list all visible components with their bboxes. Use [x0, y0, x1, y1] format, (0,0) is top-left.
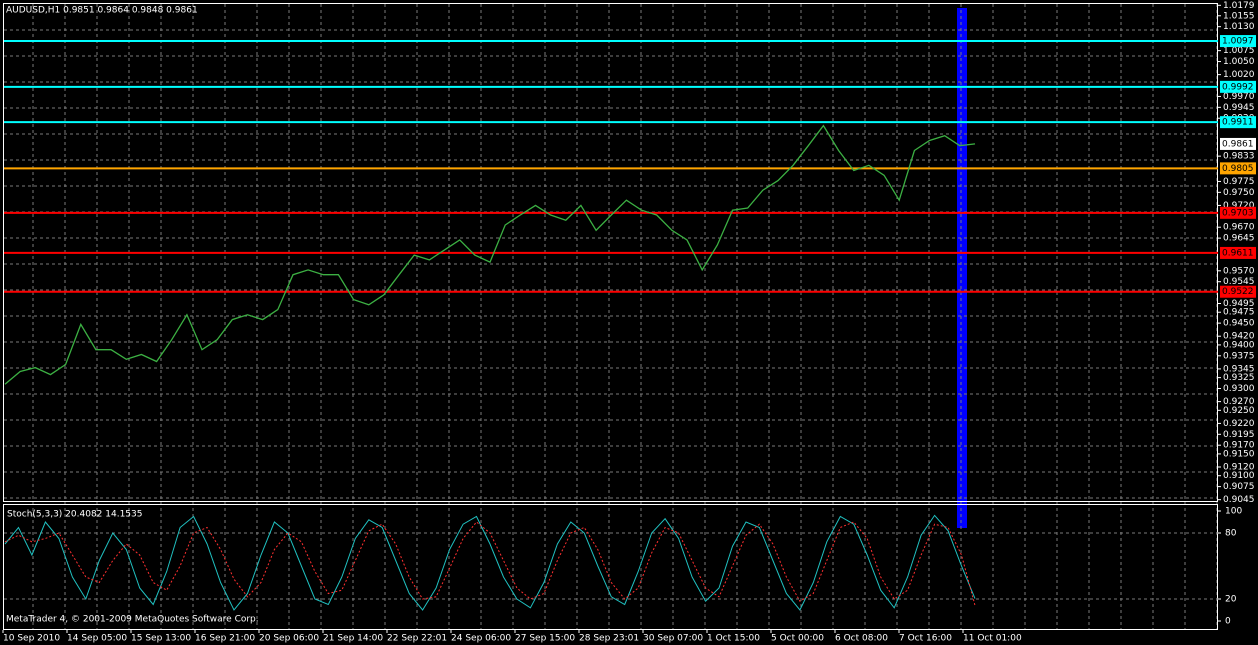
level-label: 0.9522	[1222, 287, 1254, 297]
y-tick-label: 0.9420	[1223, 332, 1255, 342]
level-label-bg	[1220, 246, 1256, 259]
stoch-tick-label: 80	[1225, 529, 1237, 539]
x-tick-label: 11 Oct 01:00	[963, 634, 1022, 644]
y-tick-label: 0.9833	[1223, 152, 1255, 162]
x-tick-label: 6 Oct 08:00	[835, 634, 888, 644]
stoch-tick-label: 100	[1225, 507, 1242, 517]
y-tick-label: 0.9150	[1223, 449, 1255, 459]
y-tick-label: 0.9450	[1223, 319, 1255, 329]
y-tick-label: 0.9300	[1223, 384, 1255, 394]
y-tick-label: 0.9945	[1223, 103, 1255, 113]
x-tick-label: 27 Sep 15:00	[515, 634, 575, 644]
y-tick-label: 0.9375	[1223, 351, 1255, 361]
price-label-bg	[1220, 137, 1256, 150]
grid	[4, 4, 1218, 629]
y-tick-label: 0.9120	[1223, 462, 1255, 472]
y-tick-label: 0.9045	[1223, 495, 1255, 505]
x-tick-label: 30 Sep 07:00	[643, 634, 703, 644]
x-tick-label: 16 Sep 21:00	[195, 634, 255, 644]
x-tick-label: 21 Sep 14:00	[323, 634, 383, 644]
y-tick-label: 0.9325	[1223, 373, 1255, 383]
y-tick-label: 0.9220	[1223, 419, 1255, 429]
footer: MetaTrader 4, © 2001-2009 MetaQuotes Sof…	[6, 615, 259, 625]
y-tick-label: 0.9645	[1223, 234, 1255, 244]
y-tick-label: 0.9570	[1223, 266, 1255, 276]
stoch-tick-label: 0	[1225, 617, 1231, 627]
stoch-label: Stoch(5,3,3) 20.4082 14.1535	[7, 510, 142, 520]
y-tick-label: 0.9170	[1223, 441, 1255, 451]
stoch-main	[4, 514, 976, 611]
level-label-bg	[1220, 80, 1256, 93]
stoch-pane	[3, 504, 1218, 630]
y-tick-label: 0.9100	[1223, 471, 1255, 481]
level-label: 0.9911	[1222, 118, 1254, 128]
chart-title: AUDUSD,H1 0.9851 0.9864 0.9848 0.9861	[6, 6, 198, 16]
level-label: 1.0097	[1222, 37, 1254, 47]
stoch-tick-label: 20	[1225, 595, 1237, 605]
y-tick-label: 0.9475	[1223, 308, 1255, 318]
y-tick-label: 1.0050	[1223, 57, 1255, 67]
level-label-bg	[1220, 285, 1256, 298]
y-tick-label: 0.9775	[1223, 177, 1255, 187]
y-tick-label: 1.0020	[1223, 70, 1255, 80]
level-label-bg	[1220, 116, 1256, 129]
stoch-signal	[4, 521, 976, 606]
x-tick-label: 14 Sep 05:00	[67, 634, 127, 644]
x-tick-label: 24 Sep 06:00	[451, 634, 511, 644]
y-tick-label: 0.9670	[1223, 223, 1255, 233]
y-tick-label: 1.0075	[1223, 46, 1255, 56]
level-label: 0.9703	[1222, 208, 1254, 218]
y-tick-label: 0.9720	[1223, 201, 1255, 211]
y-tick-label: 0.9250	[1223, 406, 1255, 416]
y-tick-label: 0.9400	[1223, 340, 1255, 350]
y-tick-label: 0.9750	[1223, 188, 1255, 198]
y-tick-label: 0.9075	[1223, 482, 1255, 492]
y-tick-label: 1.0130	[1223, 22, 1255, 32]
y-tick-label: 0.9545	[1223, 277, 1255, 287]
y-tick-label: 1.0179	[1223, 1, 1255, 11]
x-tick-label: 1 Oct 15:00	[707, 634, 760, 644]
level-label-bg	[1220, 162, 1256, 175]
level-label: 0.9805	[1222, 164, 1254, 174]
y-tick-label: 0.9495	[1223, 299, 1255, 309]
x-tick-label: 22 Sep 22:01	[387, 634, 447, 644]
selection-band	[957, 8, 967, 528]
y-tick-label: 1.0155	[1223, 11, 1255, 21]
y-tick-label: 0.9195	[1223, 430, 1255, 440]
level-label-bg	[1220, 206, 1256, 219]
x-tick-label: 20 Sep 06:00	[259, 634, 319, 644]
level-label: 0.9992	[1222, 82, 1254, 92]
y-tick-label: 0.9345	[1223, 364, 1255, 374]
x-tick-label: 15 Sep 13:00	[131, 634, 191, 644]
x-tick-label: 10 Sep 2010	[3, 634, 60, 644]
y-tick-label: 0.9270	[1223, 397, 1255, 407]
level-label-bg	[1220, 35, 1256, 48]
x-tick-label: 7 Oct 16:00	[899, 634, 952, 644]
level-label: 0.9611	[1222, 248, 1254, 258]
y-tick-label: 0.9970	[1223, 92, 1255, 102]
current-price: 0.9861	[1222, 139, 1254, 149]
series-line	[4, 124, 976, 385]
x-tick-label: 5 Oct 00:00	[771, 634, 824, 644]
x-tick-label: 28 Sep 23:01	[579, 634, 639, 644]
